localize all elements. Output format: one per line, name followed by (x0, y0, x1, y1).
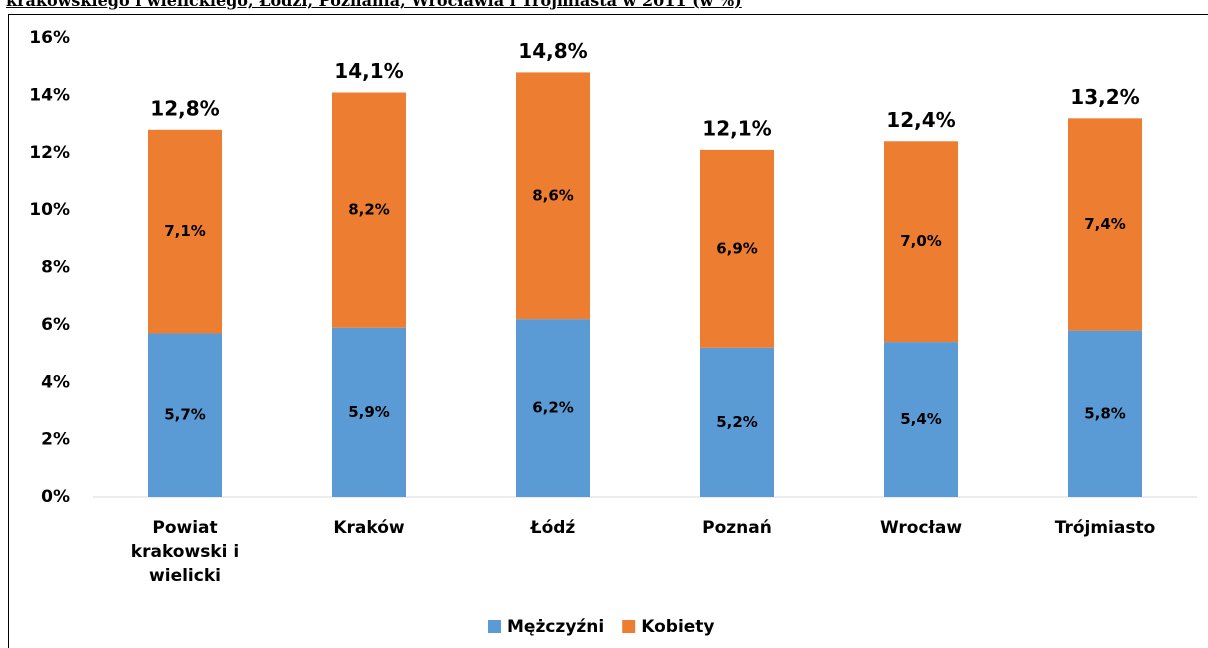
bar-segment (148, 129, 222, 334)
bar-segment (1068, 118, 1142, 331)
total-label: 14,1% (334, 59, 403, 83)
data-label: 6,9% (716, 239, 758, 257)
data-label: 8,2% (348, 201, 390, 219)
legend-swatch (488, 620, 501, 633)
total-label: 14,8% (518, 39, 587, 63)
data-label: 5,2% (716, 413, 758, 431)
data-label: 8,6% (532, 186, 574, 204)
y-tick-label: 10% (29, 200, 70, 220)
chart-frame (8, 14, 1208, 648)
bar-segment (884, 342, 958, 497)
x-tick-label: Powiat krakowski i wielicki (130, 518, 240, 586)
data-label: 6,2% (532, 399, 574, 417)
data-label: 7,0% (900, 232, 942, 250)
legend-swatch (622, 620, 636, 633)
total-label: 12,1% (702, 116, 771, 140)
y-tick-label: 12% (29, 143, 70, 163)
x-tick-label: Kraków (333, 518, 405, 538)
x-tick-label: Poznań (702, 518, 772, 538)
x-tick-label: Łódź (530, 518, 576, 538)
bar-segment (516, 319, 590, 497)
y-tick-label: 2% (41, 430, 70, 450)
data-label: 5,9% (348, 403, 390, 421)
total-label: 12,8% (150, 96, 219, 120)
y-tick-label: 6% (41, 315, 70, 335)
bar-segment (332, 92, 406, 328)
legend-label: Mężczyźni (507, 617, 604, 637)
data-label: 5,8% (1084, 404, 1126, 422)
bar-segment (700, 149, 774, 348)
bar-segment (516, 72, 590, 320)
x-tick-label: Wrocław (879, 518, 963, 538)
y-tick-label: 8% (41, 258, 70, 278)
data-label: 7,4% (1084, 215, 1126, 233)
y-tick-label: 0% (41, 487, 70, 507)
total-label: 13,2% (1070, 85, 1139, 109)
chart-title: krakowskiego i wielickiego, Łodzi, Pozna… (6, 0, 742, 10)
data-label: 5,4% (900, 410, 942, 428)
y-tick-label: 16% (29, 28, 70, 48)
bar-segment (700, 347, 774, 497)
total-label: 12,4% (886, 108, 955, 132)
x-tick-label: Trójmiasto (1054, 518, 1156, 538)
y-tick-label: 14% (29, 85, 70, 105)
bar-segment (1068, 330, 1142, 497)
y-tick-label: 4% (41, 372, 70, 392)
data-label: 7,1% (164, 222, 206, 240)
bar-segment (884, 141, 958, 343)
bar-segment (148, 333, 222, 497)
legend-label: Kobiety (641, 617, 714, 637)
data-label: 5,7% (164, 406, 206, 424)
bar-segment (332, 327, 406, 497)
